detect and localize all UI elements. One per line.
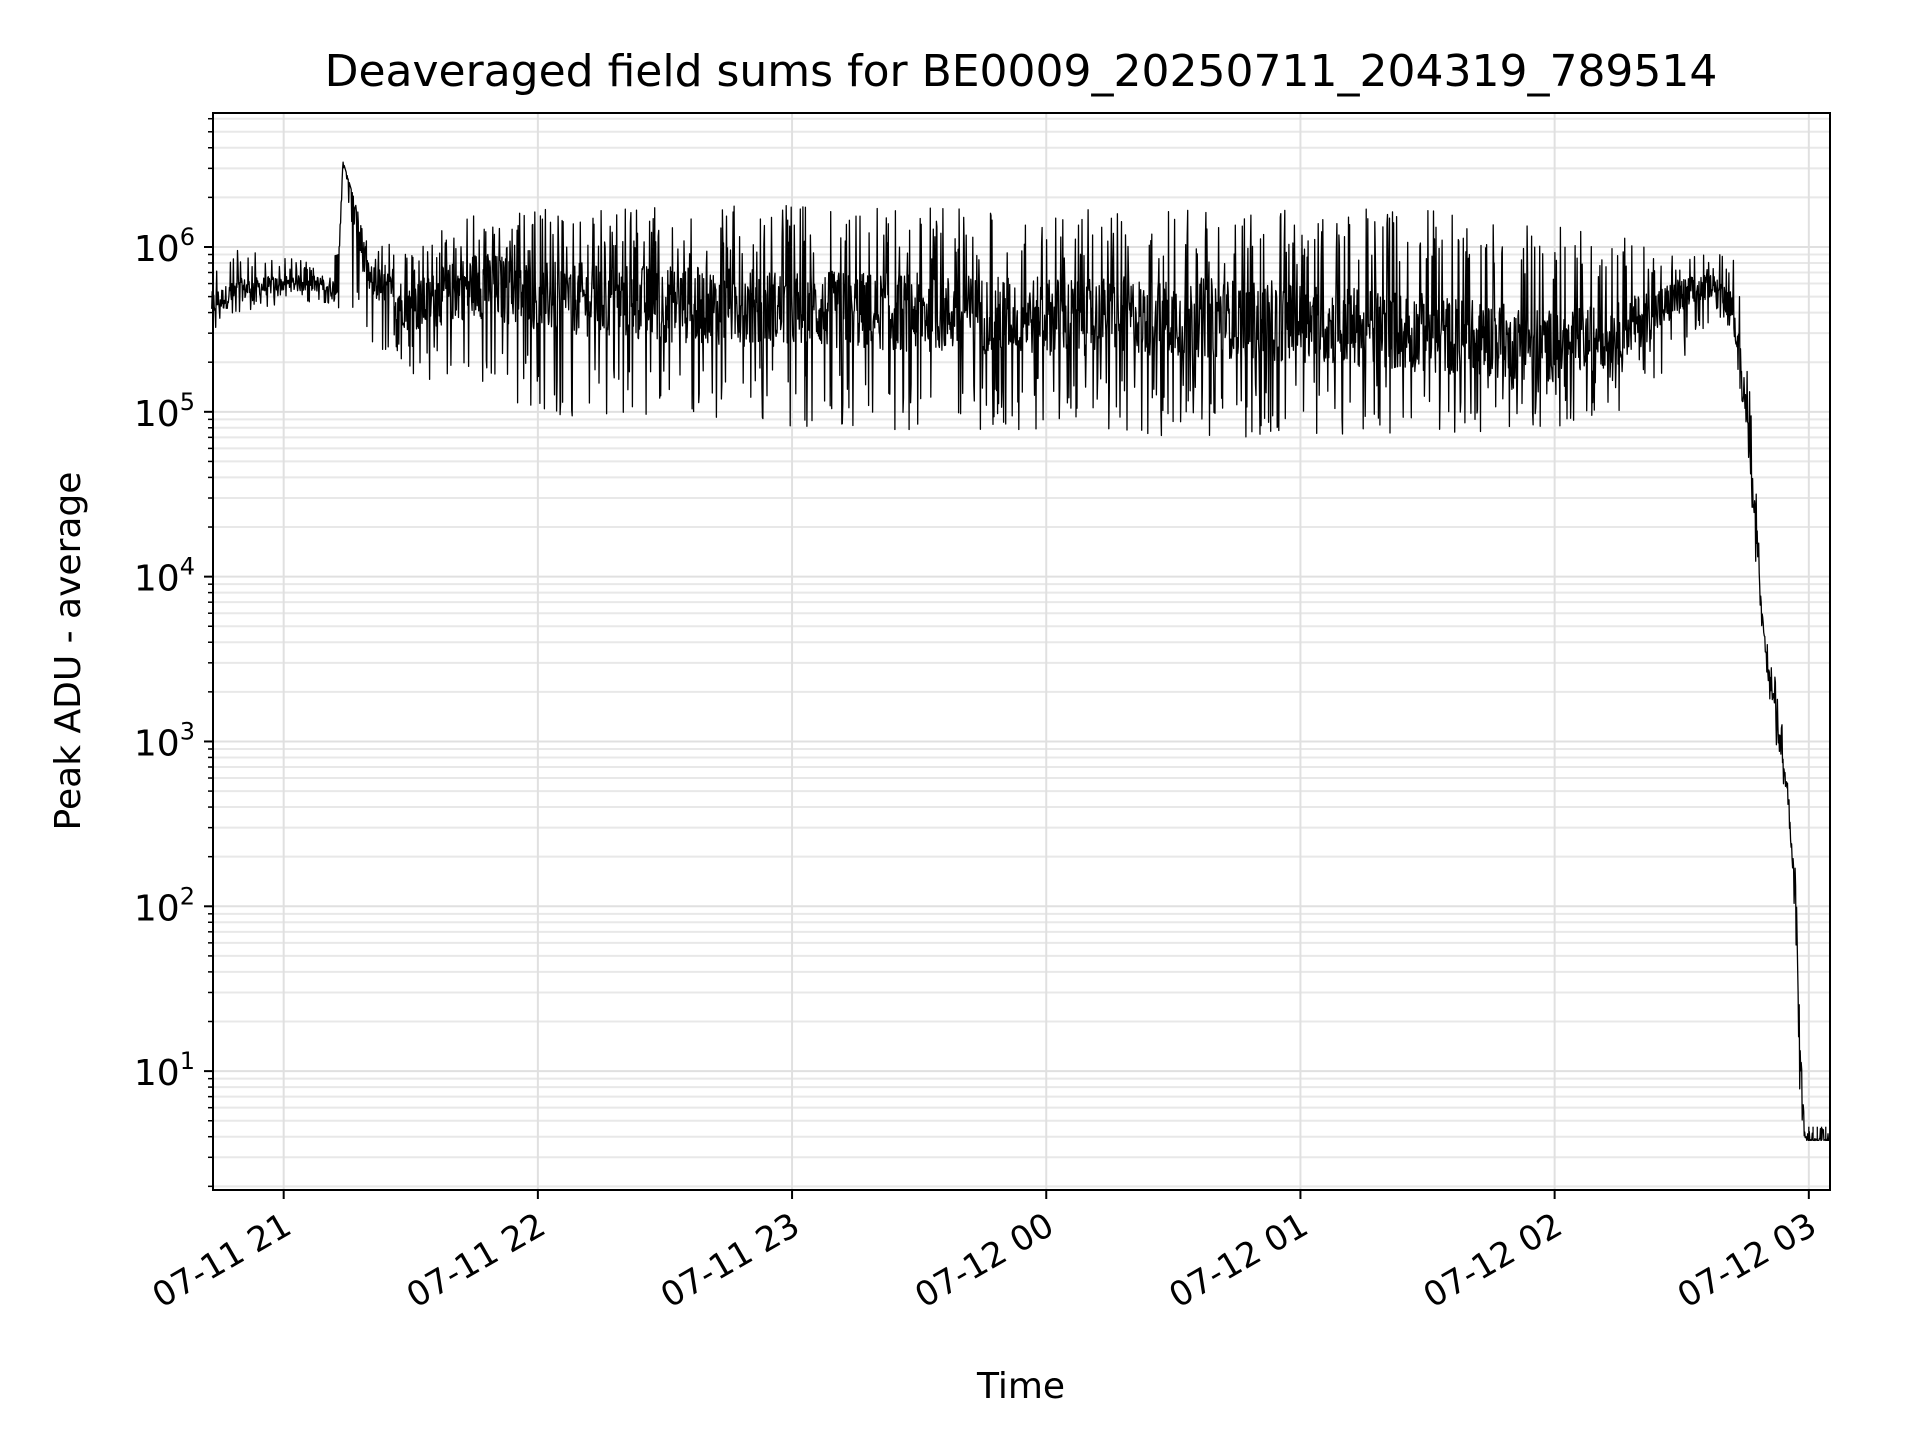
- y-tick-label: 101: [134, 1047, 195, 1094]
- y-tick-base: 10: [134, 394, 180, 435]
- y-tick-label: 105: [134, 388, 195, 435]
- x-axis-label: Time: [976, 1366, 1065, 1407]
- y-tick-base: 10: [134, 723, 180, 764]
- y-tick-exponent: 1: [180, 1047, 195, 1075]
- y-tick-exponent: 4: [180, 553, 195, 581]
- y-axis-label: Peak ADU - average: [48, 472, 89, 831]
- axes-frame: [212, 112, 1831, 1191]
- y-tick-exponent: 6: [180, 223, 195, 251]
- y-tick-exponent: 2: [180, 882, 195, 910]
- y-tick-base: 10: [134, 1053, 180, 1094]
- plot-area: [211, 161, 1831, 1142]
- chart-title: Deaveraged field sums for BE0009_2025071…: [325, 46, 1718, 97]
- y-tick-label: 106: [134, 223, 195, 270]
- y-tick-base: 10: [134, 559, 180, 600]
- y-tick-exponent: 3: [180, 717, 195, 745]
- y-tick-base: 10: [134, 229, 180, 270]
- y-tick-base: 10: [134, 888, 180, 929]
- y-tick-exponent: 5: [180, 388, 195, 416]
- y-tick-label: 102: [134, 882, 195, 929]
- y-tick-label: 104: [134, 553, 195, 600]
- y-tick-label: 103: [134, 717, 195, 764]
- series-line: [211, 161, 1831, 1142]
